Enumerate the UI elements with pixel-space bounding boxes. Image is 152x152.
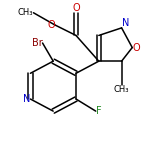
Text: O: O [132,43,140,53]
Text: O: O [72,3,80,13]
Text: N: N [122,18,129,28]
Text: CH₃: CH₃ [18,8,33,17]
Text: N: N [23,94,30,104]
Text: CH₃: CH₃ [114,85,129,94]
Text: Br: Br [32,38,43,48]
Text: O: O [47,20,55,30]
Text: F: F [96,106,101,116]
